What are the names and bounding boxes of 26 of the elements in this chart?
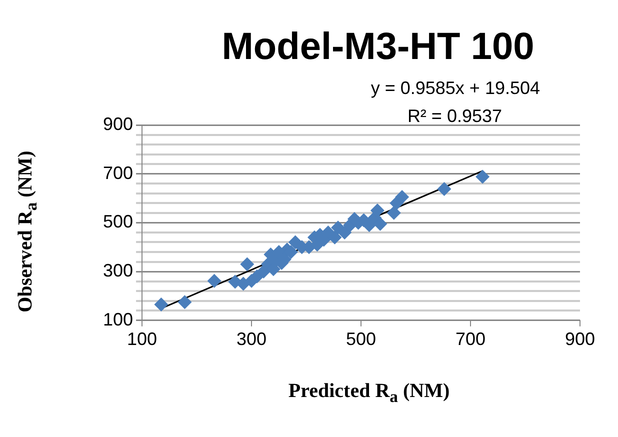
x-tick-label: 700 [455,329,486,350]
point [328,230,342,244]
point [373,216,388,231]
x-tick-label: 100 [127,329,158,350]
point [395,190,410,204]
annotation: R² = 0.9537 [406,105,503,128]
point [154,298,168,312]
y-tick-label: 100 [102,309,134,330]
x-tick-label: 300 [236,329,267,350]
point [240,257,254,272]
y-tick-label: 500 [102,212,134,232]
text: y = 0.9585x + 19.504 [370,77,540,100]
point [207,274,222,288]
x-tick-label: 500 [346,329,376,350]
chart-title: Model-M3-HT 100 [220,26,536,69]
point [178,295,192,310]
point [386,206,401,220]
point [437,182,452,196]
point [476,170,490,184]
y-tick-label: 900 [102,114,134,134]
y-tick-label: 300 [102,260,134,281]
y-tick-label: 700 [102,162,134,183]
x-axis-title: Predicted R$_{a}$ (NM) [287,380,451,407]
x-tick-label: 900 [564,329,596,350]
point [370,203,384,218]
point [338,225,352,240]
